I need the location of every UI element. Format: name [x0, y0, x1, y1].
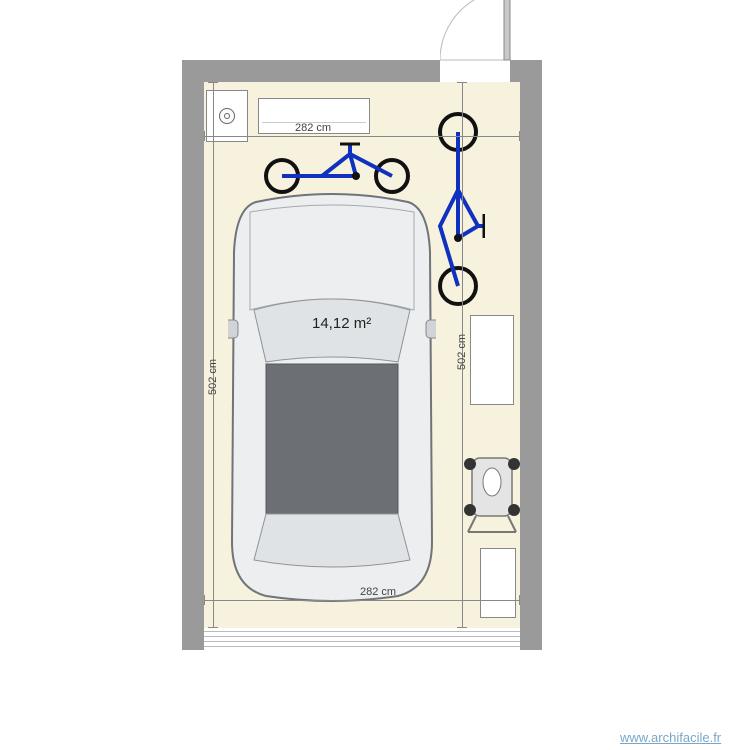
dim-tick	[519, 595, 520, 605]
dim-tick	[204, 595, 205, 605]
dim-left-label: 502 cm	[207, 359, 219, 395]
wall-right	[520, 60, 542, 650]
wall-left	[182, 60, 204, 650]
dim-tick	[204, 131, 205, 141]
sink-drain-icon	[224, 113, 230, 119]
dim-tick	[208, 82, 218, 83]
right-shelf	[470, 315, 514, 405]
watermark-link[interactable]: www.archifacile.fr	[620, 730, 721, 745]
dim-tick	[457, 627, 467, 628]
dim-bottom-line	[204, 600, 520, 601]
bike-left-icon	[262, 142, 412, 197]
dim-tick	[457, 82, 467, 83]
dim-top-label: 282 cm	[295, 122, 331, 134]
dim-left-line	[213, 82, 214, 628]
floorplan-canvas: 282 cm 282 cm 502 cm 502 cm 14,12 m² www…	[0, 0, 750, 750]
bottom-right-shelf	[480, 548, 516, 618]
door-swing-icon	[440, 0, 520, 70]
dim-right-label: 502 cm	[456, 334, 468, 370]
dim-tick	[519, 131, 520, 141]
bike-right-icon	[430, 108, 485, 313]
dim-tick	[208, 627, 218, 628]
room-area-label: 14,12 m²	[312, 315, 371, 332]
lawn-mower-icon	[462, 440, 522, 535]
dim-bottom-label: 282 cm	[360, 586, 396, 598]
dim-top-line	[204, 136, 520, 137]
car-icon	[228, 192, 436, 602]
